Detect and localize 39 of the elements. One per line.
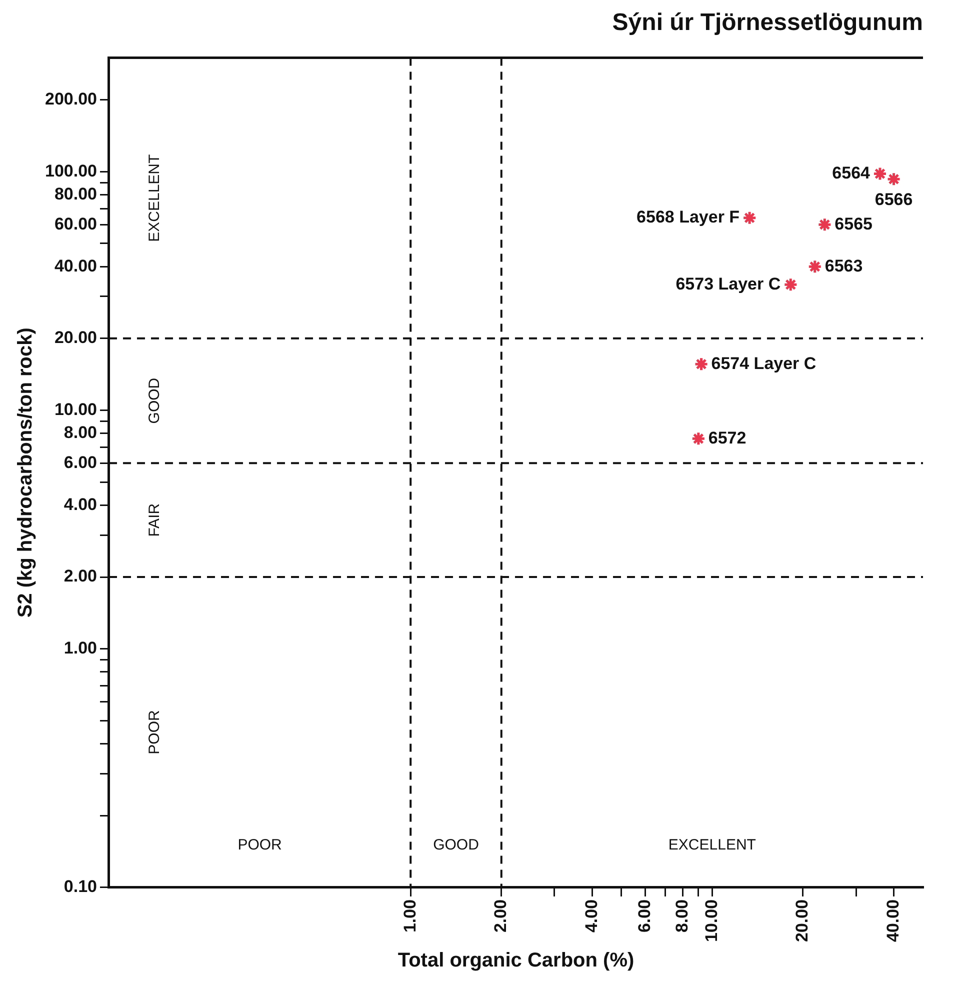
annotation: 6573 Layer C: [676, 274, 781, 294]
annotation: 6563: [824, 256, 863, 276]
y-tick-label: 4.00: [64, 494, 97, 514]
y-tick-label: 100.00: [44, 161, 97, 180]
annotation: GOOD: [146, 378, 164, 424]
x-tick-label: 6.00: [634, 899, 654, 933]
annotation: 6566: [874, 190, 913, 209]
x-tick-label: 8.00: [672, 899, 692, 933]
annotation: 6572: [708, 428, 746, 448]
y-tick-label: 200.00: [44, 90, 97, 109]
annotation: POOR: [238, 836, 282, 854]
y-tick-label: 0.10: [64, 877, 97, 896]
x-tick-label: 4.00: [582, 899, 601, 933]
x-tick-label: 40.00: [883, 899, 902, 942]
y-tick-label: 60.00: [54, 214, 97, 234]
y-tick-label: 1.00: [64, 638, 97, 658]
y-tick-label: 6.00: [64, 452, 97, 472]
annotation: POOR: [146, 710, 164, 754]
x-tick-label: 2.00: [491, 899, 510, 933]
chart-title: Sýni úr Tjörnessetlögunum: [612, 9, 923, 36]
annotation: 6564: [832, 163, 871, 182]
y-tick-label: 2.00: [64, 566, 97, 586]
annotation: FAIR: [146, 503, 164, 537]
y-axis-title: S2 (kg hydrocarbons/ton rock): [14, 328, 37, 618]
x-tick-label: 1.00: [400, 899, 420, 933]
x-axis-title: Total organic Carbon (%): [398, 950, 634, 972]
y-tick-label: 10.00: [54, 400, 97, 419]
annotation: GOOD: [433, 836, 480, 854]
annotation: 6565: [834, 214, 872, 234]
annotation: 6568 Layer F: [636, 208, 740, 227]
y-tick-label: 8.00: [64, 423, 97, 442]
y-tick-label: 80.00: [54, 184, 97, 204]
annotation: 6574 Layer C: [711, 354, 816, 373]
y-tick-label: 40.00: [54, 256, 97, 276]
annotation: EXCELLENT: [668, 836, 756, 854]
x-tick-label: 10.00: [702, 899, 721, 942]
x-tick-label: 20.00: [792, 899, 812, 942]
annotation: EXCELLENT: [146, 154, 164, 242]
y-tick-label: 20.00: [54, 328, 97, 348]
